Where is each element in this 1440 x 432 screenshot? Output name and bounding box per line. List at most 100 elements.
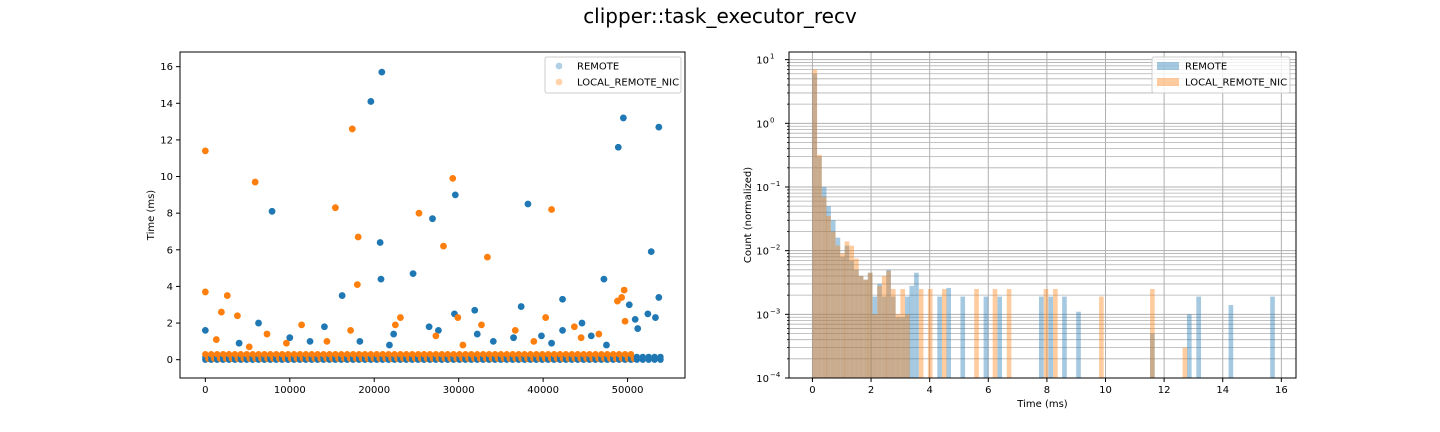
bar-remote xyxy=(1048,296,1053,378)
band-point-local xyxy=(515,350,522,358)
data-point-local xyxy=(548,206,555,213)
data-point-remote xyxy=(603,341,610,349)
band-point-local xyxy=(521,350,528,358)
legend-label: REMOTE xyxy=(1185,62,1227,73)
band-point-local xyxy=(550,350,558,358)
band-point-local xyxy=(509,350,516,358)
band-point-local xyxy=(225,350,233,358)
band-point-local xyxy=(355,350,363,358)
y-tick-label: 10 xyxy=(756,374,769,385)
data-point-remote xyxy=(376,239,384,246)
data-point-remote xyxy=(235,339,243,347)
legend: REMOTE LOCAL_REMOTE_NIC xyxy=(1151,56,1291,94)
x-tick-label: 20000 xyxy=(358,385,390,396)
bar-local xyxy=(881,275,887,378)
data-point-remote xyxy=(390,330,398,338)
data-point-remote xyxy=(378,68,386,76)
data-point-local xyxy=(478,321,485,329)
x-tick-label: 50000 xyxy=(612,385,644,396)
bar-remote xyxy=(1196,296,1201,378)
band-point-local xyxy=(367,350,375,358)
band-point-local xyxy=(485,350,493,358)
bar-remote xyxy=(1038,296,1044,378)
legend-label: LOCAL_REMOTE_NIC xyxy=(1185,78,1287,89)
data-point-remote xyxy=(338,292,346,299)
legend-marker xyxy=(555,78,563,86)
x-tick-label: 6 xyxy=(985,385,991,396)
data-point-local xyxy=(245,343,253,351)
data-point-local xyxy=(620,286,628,294)
bar-remote xyxy=(1270,296,1275,378)
x-tick-label: 0 xyxy=(809,385,815,396)
band-point-local xyxy=(361,350,369,358)
data-point-remote xyxy=(524,200,532,208)
y-tick-label: 10 xyxy=(756,119,769,130)
data-point-remote xyxy=(625,301,633,309)
y-tick-exponent: −1 xyxy=(770,180,780,188)
data-point-remote xyxy=(655,294,663,301)
data-point-local xyxy=(449,174,457,182)
bar-local xyxy=(854,258,859,378)
data-point-local xyxy=(347,326,354,334)
legend: REMOTE LOCAL_REMOTE_NIC xyxy=(544,56,682,94)
data-point-remote xyxy=(471,306,479,314)
band-point-local xyxy=(249,350,256,358)
y-tick-label: 14 xyxy=(160,99,173,110)
bar-remote xyxy=(830,220,836,378)
data-point-remote xyxy=(489,337,497,345)
data-point-local xyxy=(298,321,306,329)
x-tick-label: 14 xyxy=(1216,385,1229,396)
plot-frame xyxy=(179,51,686,379)
data-point-remote xyxy=(356,337,364,345)
series-remote xyxy=(812,73,1275,379)
series-remote xyxy=(201,68,663,349)
bar-local xyxy=(877,285,882,378)
band-point-local xyxy=(474,350,481,358)
band-point-local xyxy=(426,350,434,358)
data-point-remote xyxy=(619,114,627,122)
bar-local xyxy=(905,314,910,378)
bar-remote xyxy=(812,73,818,379)
band-point-local xyxy=(213,350,221,358)
band-point-local xyxy=(568,350,576,358)
band-point-local xyxy=(409,350,416,358)
bar-local xyxy=(858,275,864,378)
bar-local xyxy=(886,270,891,378)
data-point-remote xyxy=(306,337,314,345)
data-point-local xyxy=(353,281,361,288)
band-point-local xyxy=(290,350,298,358)
plot-frame xyxy=(788,51,1297,379)
bar-local xyxy=(817,154,822,378)
data-point-local xyxy=(440,242,447,250)
data-point-local xyxy=(348,125,356,133)
bar-local xyxy=(927,288,933,378)
data-point-local xyxy=(511,326,519,334)
band-point-local xyxy=(320,350,327,358)
y-axis-label: Time (ms) xyxy=(146,190,157,242)
data-point-remote xyxy=(647,248,655,256)
band-point-local xyxy=(456,350,463,358)
y-tick-label: 8 xyxy=(167,209,173,220)
band-point-local xyxy=(326,350,333,358)
band-point-local xyxy=(462,350,469,358)
y-tick-label: 4 xyxy=(167,282,173,293)
bar-local xyxy=(872,314,878,378)
y-tick-label: 10 xyxy=(756,56,769,67)
bar-remote xyxy=(983,296,989,378)
bar-remote xyxy=(937,296,942,378)
data-point-local xyxy=(432,332,440,340)
bar-local xyxy=(1053,288,1058,378)
data-point-remote xyxy=(201,326,209,334)
band-point-local xyxy=(580,350,587,358)
bar-local xyxy=(849,245,855,378)
bar-remote xyxy=(867,272,873,378)
bar-remote xyxy=(895,317,901,378)
x-tick-label: 12 xyxy=(1158,385,1171,396)
bar-remote xyxy=(821,186,827,378)
y-tick-label: 16 xyxy=(160,62,173,73)
bar-local xyxy=(1182,347,1188,378)
band-point-local xyxy=(527,350,534,358)
figure-title: clipper::task_executor_recv xyxy=(583,4,857,28)
